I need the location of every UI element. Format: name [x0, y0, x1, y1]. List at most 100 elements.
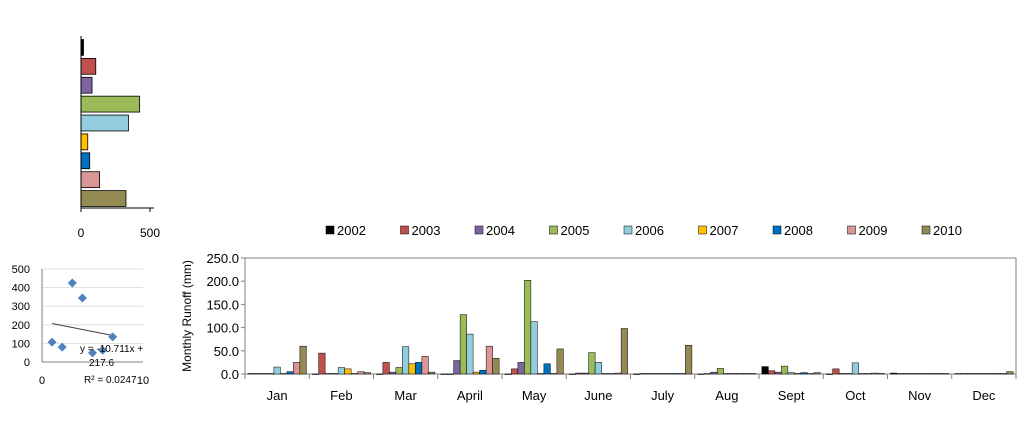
scatter-point-3 — [67, 278, 77, 288]
legend-swatch-2008 — [772, 225, 782, 235]
bar-Feb-2004 — [324, 373, 332, 375]
bar-Nov-2004 — [903, 373, 911, 375]
bar-Dec-2008 — [993, 373, 1001, 375]
annual-bar-2009 — [80, 171, 101, 189]
bar-July-2010 — [685, 344, 693, 375]
bar-Oct-2003 — [832, 368, 840, 375]
monthly-y-tick-label: 0.0 — [221, 367, 239, 382]
bar-Oct-2008 — [864, 373, 872, 375]
monthly-plot-frame — [244, 257, 1017, 375]
bar-Oct-2009 — [871, 372, 879, 375]
bar-Jan-2004 — [260, 373, 268, 375]
bar-Aug-2002 — [697, 373, 705, 375]
bar-Dec-2010 — [1006, 371, 1014, 375]
monthly-runoff-bar-chart: 0.0 50.0 100.0 150.0 200.0 250.0 Monthly Runof… — [180, 223, 1017, 403]
bar-Aug-2008 — [736, 373, 744, 375]
bar-Jan-2006 — [273, 366, 281, 375]
bar-April-2004 — [453, 360, 461, 375]
monthly-x-tick-label: Oct — [845, 388, 866, 403]
monthly-x-tick-label: April — [457, 388, 483, 403]
monthly-x-tick-label: Mar — [394, 388, 417, 403]
legend-swatch-2005 — [549, 225, 558, 235]
legend-label-2006: 2006 — [635, 223, 664, 238]
bar-Jan-2010 — [299, 345, 307, 375]
bar-July-2002 — [633, 373, 641, 375]
bar-July-2004 — [646, 373, 654, 375]
legend-label-2007: 2007 — [710, 223, 739, 238]
bar-Dec-2007 — [986, 373, 994, 375]
bar-May-2004 — [517, 362, 525, 375]
bar-Jan-2009 — [293, 362, 301, 375]
monthly-x-tick-label: Jan — [267, 388, 288, 403]
monthly-x-tick-label: Sept — [778, 388, 805, 403]
scatter-y-tick-label: 300 — [12, 301, 30, 313]
bar-Nov-2010 — [942, 373, 950, 375]
bar-May-2005 — [524, 280, 532, 375]
monthly-x-tick-label: Aug — [715, 388, 738, 403]
bar-Aug-2007 — [729, 373, 737, 375]
bar-Sept-2008 — [800, 372, 808, 375]
bar-Sept-2007 — [794, 373, 802, 375]
bar-April-2005 — [459, 314, 467, 375]
bar-Nov-2005 — [909, 373, 917, 375]
monthly-y-axis-label: Monthly Runoff (mm) — [180, 260, 194, 372]
annual-bar-2005 — [80, 95, 141, 113]
legend-label-2003: 2003 — [412, 223, 441, 238]
bar-Mar-2002 — [376, 373, 384, 375]
bar-June-2008 — [607, 373, 615, 375]
bar-July-2005 — [652, 373, 660, 375]
bar-Aug-2010 — [749, 373, 757, 375]
bar-Feb-2005 — [331, 373, 339, 375]
bar-May-2009 — [550, 373, 558, 375]
bar-Nov-2007 — [922, 373, 930, 375]
bar-Oct-2007 — [858, 373, 866, 375]
scatter-point-4 — [77, 293, 87, 303]
legend-label-2004: 2004 — [486, 223, 515, 238]
bar-Mar-2004 — [389, 371, 397, 375]
monthly-y-tick-label: 150.0 — [206, 297, 239, 312]
legend-swatch-2010 — [921, 225, 931, 235]
scatter-x-tick-label: 0 — [39, 375, 45, 387]
bar-Sept-2003 — [768, 370, 776, 375]
hbar-x-tick-label: 500 — [140, 226, 160, 240]
bar-April-2010 — [492, 357, 500, 375]
bar-Feb-2010 — [363, 372, 371, 375]
bar-May-2010 — [556, 348, 564, 375]
bar-Nov-2002 — [890, 372, 898, 375]
annual-runoff-horizontal-bar-chart: 0 500 — [78, 36, 160, 240]
monthly-y-tick-label: 250.0 — [206, 251, 239, 266]
bar-May-2007 — [537, 373, 545, 375]
monthly-y-tick-label: 50.0 — [214, 344, 239, 359]
bar-Feb-2007 — [344, 368, 352, 375]
annual-bar-2010 — [80, 190, 127, 207]
bar-June-2007 — [601, 373, 609, 375]
bar-Jan-2008 — [286, 371, 294, 375]
monthly-x-tick-label: June — [584, 388, 612, 403]
runoff-trend-scatter-chart: 0 100 200 300 400 500 0 10 y = -10.711x + 217.6 R²… — [12, 264, 149, 387]
bar-April-2006 — [466, 333, 474, 375]
bar-Oct-2005 — [845, 373, 853, 375]
bar-Oct-2010 — [877, 373, 885, 375]
trendline-equation-line-1: y = -10.711x + — [80, 344, 143, 355]
bar-July-2008 — [672, 373, 680, 375]
bar-Oct-2002 — [825, 373, 833, 375]
monthly-x-tick-label: Dec — [972, 388, 996, 403]
bar-July-2007 — [665, 373, 673, 375]
bar-Dec-2004 — [967, 373, 975, 375]
bar-Sept-2010 — [813, 372, 821, 375]
bar-June-2006 — [594, 362, 602, 375]
bar-Aug-2005 — [716, 368, 724, 375]
legend-label-2010: 2010 — [933, 223, 962, 238]
trendline-r-squared: R² = 0.0247 — [84, 375, 137, 386]
bar-June-2005 — [588, 352, 596, 375]
bar-Sept-2002 — [761, 366, 769, 375]
scatter-point-7 — [108, 332, 118, 342]
monthly-x-tick-label: Nov — [908, 388, 932, 403]
bar-Jan-2002 — [247, 373, 255, 375]
bar-Mar-2009 — [421, 356, 429, 375]
scatter-y-tick-label: 400 — [12, 283, 30, 295]
scatter-y-tick-label: 0 — [24, 357, 30, 369]
legend-label-2005: 2005 — [561, 223, 590, 238]
scatter-y-tick-label: 100 — [12, 338, 30, 350]
bar-Sept-2006 — [787, 372, 795, 375]
